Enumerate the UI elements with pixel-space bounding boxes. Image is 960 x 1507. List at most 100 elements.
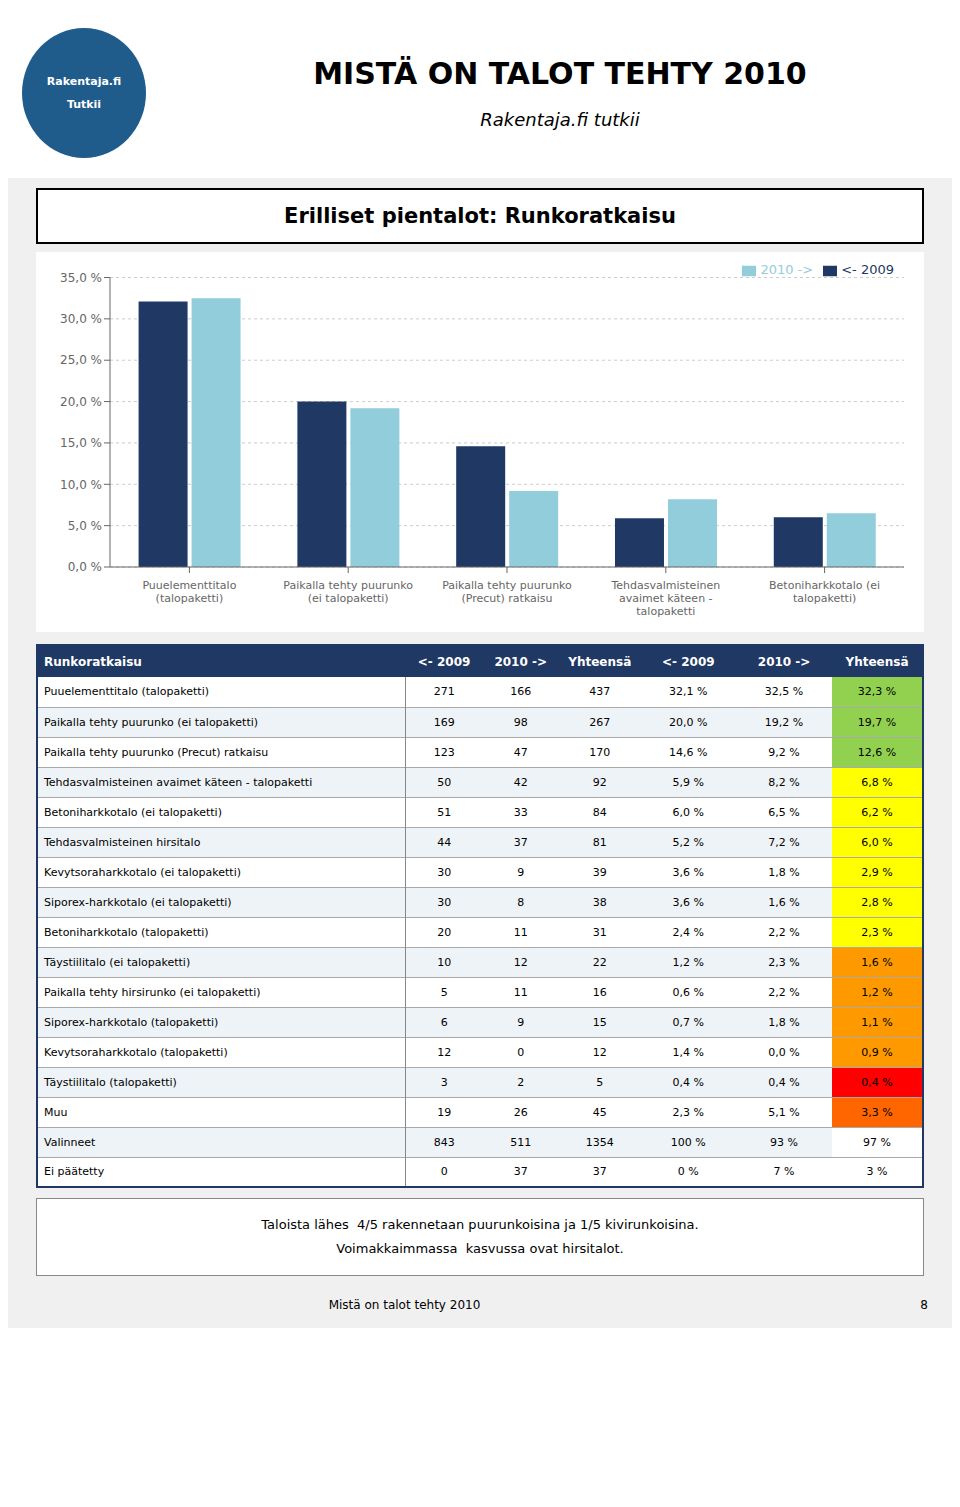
svg-text:Paikalla tehty puurunko(ei tal: Paikalla tehty puurunko(ei talopaketti) [283, 579, 413, 605]
html-text:Siporex-harkkotalo (ei talopak: Siporex-harkkotalo (ei talopaketti) [44, 895, 232, 909]
html-text:47: 47 [513, 745, 528, 759]
html-text:42: 42 [513, 775, 528, 789]
html-text:123: 123 [433, 745, 455, 759]
html-text:19,7 %: 19,7 % [857, 715, 897, 729]
svg-text:Betoniharkkotalo (eitalopakett: Betoniharkkotalo (eitalopaketti) [769, 579, 880, 605]
html-text:33: 33 [513, 805, 528, 819]
html-text:0,6 %: 0,6 % [672, 985, 704, 999]
html-text:Paikalla tehty puurunko (ei ta: Paikalla tehty puurunko (ei talopaketti) [44, 715, 259, 729]
html-text:8,2 %: 8,2 % [768, 775, 800, 789]
html-text:Tehdasvalmisteinen hirsitalo: Tehdasvalmisteinen hirsitalo [44, 835, 201, 849]
html-text:<- 2009: <- 2009 [841, 262, 894, 277]
html-text:39: 39 [592, 865, 607, 879]
html-text:Betoniharkkotalo (talopaketti): Betoniharkkotalo (talopaketti) [44, 925, 209, 939]
html-text:31: 31 [592, 925, 607, 939]
html-text:11: 11 [513, 985, 528, 999]
html-text:81: 81 [592, 835, 607, 849]
html-text:20,0 %: 20,0 % [669, 715, 708, 729]
html-text:51: 51 [437, 805, 452, 819]
html-text:Taloista lähes 4/5 rakennetaan: Taloista lähes 4/5 rakennetaan puurunkoi… [261, 1217, 699, 1232]
html-text:Paikalla tehty hirsirunko (ei: Paikalla tehty hirsirunko (ei talopakett… [44, 985, 261, 999]
html-text:2,4 %: 2,4 % [672, 925, 704, 939]
html-text:12,6 %: 12,6 % [857, 745, 897, 759]
html-text:6,8 %: 6,8 % [861, 775, 893, 789]
html-text:Paikalla tehty puurunko (Precu: Paikalla tehty puurunko (Precut) ratkais… [44, 745, 269, 759]
svg-text:Paikalla tehty puurunko(Precut: Paikalla tehty puurunko(Precut) ratkaisu [442, 579, 572, 605]
html-text:Puuelementtitalo (talopaketti): Puuelementtitalo (talopaketti) [44, 685, 209, 699]
svg-text:5,0 %: 5,0 % [68, 519, 102, 533]
html-text:169: 169 [433, 715, 455, 729]
svg-text:Tehdasvalmisteinenavaimet käte: Tehdasvalmisteinenavaimet käteen -talopa… [610, 579, 720, 618]
html-text:166: 166 [510, 685, 532, 699]
html-text:437: 437 [589, 685, 611, 699]
html-text:2,3 %: 2,3 % [861, 925, 893, 939]
html-text:84: 84 [592, 805, 607, 819]
html-text:20: 20 [437, 925, 452, 939]
html-text:10: 10 [437, 955, 452, 969]
html-text:32,5 %: 32,5 % [764, 685, 804, 699]
html-text:Betoniharkkotalo (ei talopaket: Betoniharkkotalo (ei talopaketti) [44, 805, 222, 819]
html-text:2,3 %: 2,3 % [768, 955, 800, 969]
html-text:Voimakkaimmassa kasvussa ovat: Voimakkaimmassa kasvussa ovat hirsitalot… [336, 1241, 624, 1256]
html-text:6,5 %: 6,5 % [768, 805, 800, 819]
html-text:7,2 %: 7,2 % [768, 835, 800, 849]
html-text:12: 12 [513, 955, 528, 969]
svg-text:20,0 %: 20,0 % [60, 395, 102, 409]
html-text:Kevytsoraharkkotalo (ei talopa: Kevytsoraharkkotalo (ei talopaketti) [44, 865, 241, 879]
html-text:2,9 %: 2,9 % [861, 865, 893, 879]
html-text:Yhteensä: Yhteensä [845, 654, 909, 669]
html-text:Runkoratkaisu: Runkoratkaisu [44, 654, 142, 669]
html-text:22: 22 [592, 955, 607, 969]
html-text:30: 30 [437, 895, 452, 909]
html-text:6,0 %: 6,0 % [861, 835, 893, 849]
html-text:2,2 %: 2,2 % [768, 925, 800, 939]
html-text:44: 44 [437, 835, 452, 849]
html-text:Täystiilitalo (ei talopaketti): Täystiilitalo (ei talopaketti) [44, 955, 191, 969]
html-text:19,2 %: 19,2 % [764, 715, 804, 729]
html-text:<- 2009: <- 2009 [417, 654, 471, 669]
html-text:9,2 %: 9,2 % [768, 745, 800, 759]
html-text:92: 92 [592, 775, 607, 789]
html-text:2010 ->: 2010 -> [757, 654, 811, 669]
html-text:2010 ->: 2010 -> [760, 262, 814, 277]
html-text:Rakentaja.fi tutkii: Rakentaja.fi tutkii [480, 109, 640, 130]
html-text:14,6 %: 14,6 % [669, 745, 708, 759]
html-text:2,8 %: 2,8 % [861, 895, 893, 909]
html-text:MISTÄ ON TALOT TEHTY 2010: MISTÄ ON TALOT TEHTY 2010 [313, 56, 807, 91]
html-text:37: 37 [513, 835, 528, 849]
html-text:32,1 %: 32,1 % [669, 685, 708, 699]
html-text:Yhteensä: Yhteensä [568, 654, 632, 669]
html-text:271: 271 [433, 685, 455, 699]
svg-text:Puuelementtitalo(talopaketti): Puuelementtitalo(talopaketti) [142, 579, 236, 605]
html-text:3,6 %: 3,6 % [672, 895, 704, 909]
html-text:6,2 %: 6,2 % [861, 805, 893, 819]
html-text:<- 2009: <- 2009 [662, 654, 715, 669]
html-text:170: 170 [589, 745, 611, 759]
html-text:5,9 %: 5,9 % [672, 775, 704, 789]
html-text:6,0 %: 6,0 % [672, 805, 704, 819]
html-text:1,6 %: 1,6 % [768, 895, 800, 909]
html-text:5,2 %: 5,2 % [672, 835, 704, 849]
html-text:2010 ->: 2010 -> [494, 654, 547, 669]
html-text:Tehdasvalmisteinen avaimet kät: Tehdasvalmisteinen avaimet käteen - talo… [44, 775, 313, 789]
svg-text:15,0 %: 15,0 % [60, 436, 102, 450]
svg-text:25,0 %: 25,0 % [60, 353, 102, 367]
html-text:1,2 %: 1,2 % [672, 955, 704, 969]
html-text:Erilliset pientalot: Runkoratk: Erilliset pientalot: Runkoratkaisu [284, 204, 676, 228]
html-text:11: 11 [513, 925, 528, 939]
svg-text:30,0 %: 30,0 % [60, 312, 102, 326]
html-text:1,8 %: 1,8 % [768, 865, 800, 879]
html-text:3,6 %: 3,6 % [672, 865, 704, 879]
svg-text:35,0 %: 35,0 % [60, 271, 102, 285]
html-text:267: 267 [589, 715, 611, 729]
html-text:98: 98 [513, 715, 528, 729]
html-text:32,3 %: 32,3 % [857, 685, 897, 699]
html-text:30: 30 [437, 865, 452, 879]
html-text:1,6 %: 1,6 % [861, 955, 893, 969]
html-text:2,2 %: 2,2 % [768, 985, 800, 999]
html-text:38: 38 [592, 895, 607, 909]
svg-text:0,0 %: 0,0 % [68, 560, 102, 574]
html-text:50: 50 [437, 775, 452, 789]
svg-text:10,0 %: 10,0 % [60, 478, 102, 492]
html-text:16: 16 [592, 985, 607, 999]
